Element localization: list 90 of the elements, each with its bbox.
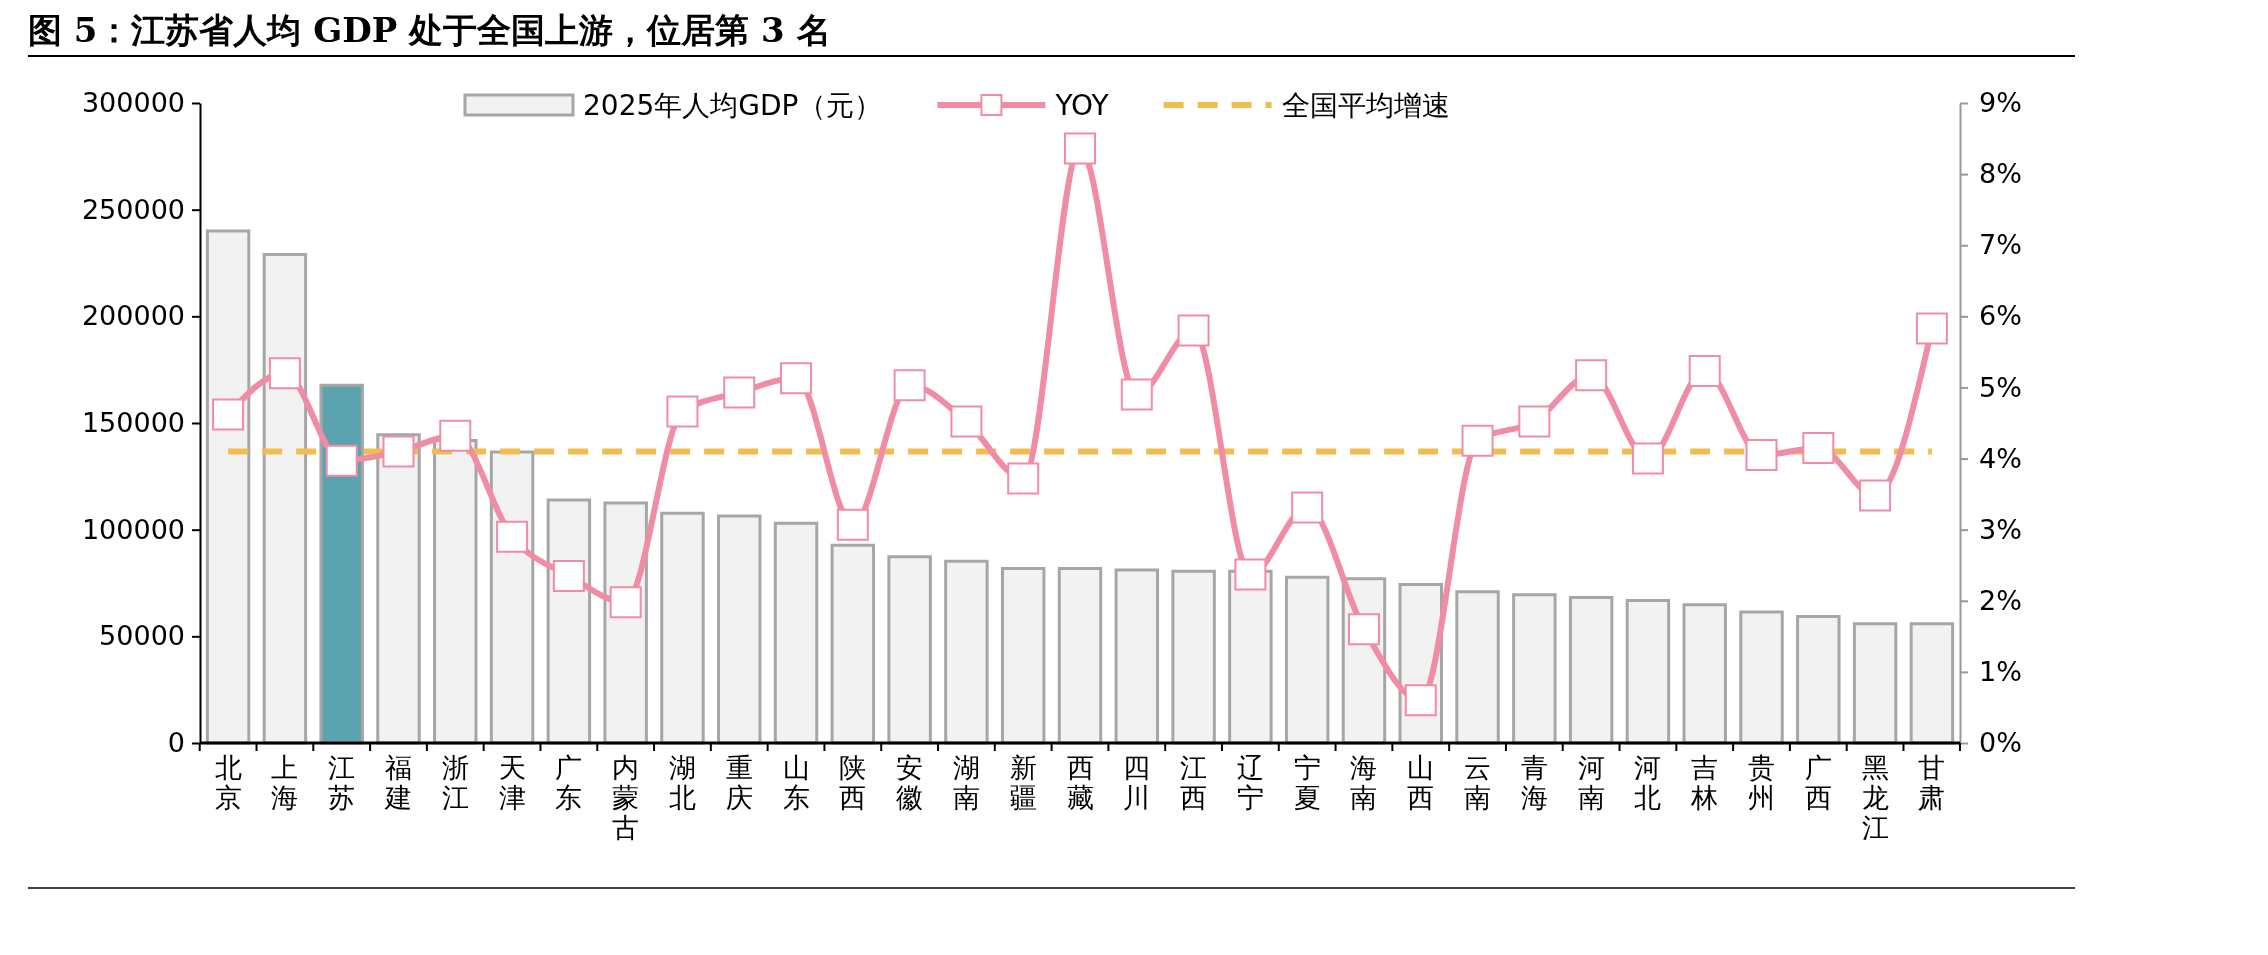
bar xyxy=(660,511,705,745)
point xyxy=(1234,558,1267,591)
y2-tick-label: 1% xyxy=(1979,656,2022,688)
point xyxy=(552,559,585,592)
point xyxy=(268,357,301,390)
bar xyxy=(205,229,251,745)
bar xyxy=(1625,598,1671,745)
x-tick-label: 广西 xyxy=(1804,752,1832,813)
x-tick-label: 浙江 xyxy=(441,752,469,813)
x-tick-label: 山西 xyxy=(1407,752,1435,813)
point xyxy=(496,520,529,553)
y2-tick-label: 2% xyxy=(1979,584,2022,616)
y-tick-label: 100000 xyxy=(81,513,185,545)
point xyxy=(1404,684,1437,717)
x-tick-label: 青海 xyxy=(1520,752,1548,813)
x-tick-label: 黑龙江 xyxy=(1861,752,1889,843)
bar xyxy=(262,252,308,745)
y-tick-label: 200000 xyxy=(81,300,185,332)
legend-label: 2025年人均GDP（元） xyxy=(583,89,883,122)
point xyxy=(1461,424,1494,457)
x-tick-label: 广东 xyxy=(555,752,583,813)
x-tick-label: 吉林 xyxy=(1690,752,1719,813)
x-tick-label: 重庆 xyxy=(725,752,753,813)
x-tick-label: 河北 xyxy=(1634,752,1662,813)
y2-tick-label: 9% xyxy=(1979,87,2022,119)
chart-title: 图 5：江苏省人均 GDP 处于全国上游，位居第 3 名 xyxy=(28,10,831,50)
bar xyxy=(1114,568,1160,745)
point xyxy=(609,586,642,619)
x-tick-label: 上海 xyxy=(271,752,299,813)
x-tick-label: 江西 xyxy=(1180,752,1208,813)
legend-label: 全国平均增速 xyxy=(1281,89,1450,122)
x-tick-label: 陕西 xyxy=(839,752,867,813)
bar xyxy=(1796,614,1841,745)
x-tick-label: 安徽 xyxy=(896,752,924,813)
x-tick-label: 河南 xyxy=(1577,752,1605,813)
y2-tick-label: 8% xyxy=(1979,158,2022,190)
x-tick-label: 湖南 xyxy=(952,752,980,813)
point xyxy=(439,419,472,452)
y2-tick-label: 7% xyxy=(1979,229,2022,261)
x-tick-label: 湖北 xyxy=(668,752,696,813)
bar xyxy=(1000,566,1046,745)
bar xyxy=(1455,590,1500,745)
x-tick-label: 云南 xyxy=(1464,752,1492,813)
bar xyxy=(1057,566,1103,745)
bar xyxy=(1682,603,1727,745)
y-tick-label: 250000 xyxy=(81,193,185,225)
point xyxy=(382,435,415,468)
bar xyxy=(773,521,819,745)
x-tick-label: 辽宁 xyxy=(1236,752,1264,813)
bar xyxy=(830,543,876,745)
bar xyxy=(376,433,421,745)
bar xyxy=(1568,596,1614,745)
y-tick-label: 0 xyxy=(167,727,185,759)
point xyxy=(212,398,245,431)
x-tick-label: 江苏 xyxy=(328,752,356,813)
legend-label: YOY xyxy=(1054,89,1110,122)
y-tick-label: 50000 xyxy=(99,620,185,652)
bar xyxy=(433,438,478,745)
x-tick-label: 宁夏 xyxy=(1293,752,1321,813)
x-tick-label: 北京 xyxy=(214,752,242,813)
bar xyxy=(1228,569,1273,745)
x-tick-label: 海南 xyxy=(1350,752,1378,813)
point xyxy=(325,444,358,477)
bar xyxy=(319,383,364,745)
y-tick-label: 150000 xyxy=(81,407,185,439)
x-tick-label: 天津 xyxy=(498,752,526,813)
x-tick-label: 贵州 xyxy=(1748,752,1776,813)
x-tick-label: 内蒙古 xyxy=(612,752,640,843)
bar xyxy=(1909,622,1955,745)
y2-tick-label: 5% xyxy=(1979,371,2022,403)
bar xyxy=(717,514,762,745)
point xyxy=(1347,613,1380,646)
x-tick-label: 四川 xyxy=(1123,752,1151,813)
bar xyxy=(1171,569,1216,745)
bar xyxy=(944,559,989,745)
y2-tick-label: 3% xyxy=(1979,513,2022,545)
bar xyxy=(1739,610,1784,745)
x-tick-label: 福建 xyxy=(383,752,412,813)
x-tick-label: 甘肃 xyxy=(1918,752,1946,813)
bar xyxy=(1852,622,1898,745)
y2-tick-label: 4% xyxy=(1979,442,2022,474)
bar xyxy=(1284,575,1330,745)
y2-tick-label: 6% xyxy=(1979,300,2022,332)
x-tick-label: 新疆 xyxy=(1009,752,1037,813)
x-tick-label: 山东 xyxy=(782,752,810,813)
y2-tick-label: 0% xyxy=(1979,727,2022,759)
bar xyxy=(887,555,932,745)
y-tick-label: 300000 xyxy=(81,87,185,119)
x-tick-label: 西藏 xyxy=(1066,752,1094,813)
bar xyxy=(1512,593,1557,745)
